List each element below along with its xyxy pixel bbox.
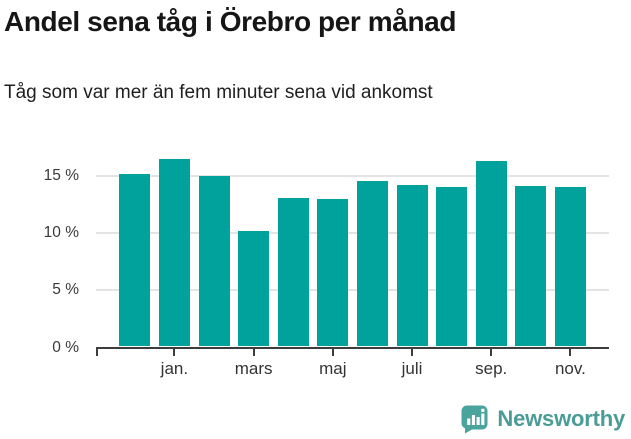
- bar-feb.: [198, 176, 230, 347]
- x-axis-tick-label: mars: [234, 358, 273, 378]
- bar-dec.: [119, 173, 151, 347]
- x-axis-tick-label: maj: [319, 358, 347, 378]
- bar-okt.: [515, 186, 547, 347]
- x-axis-tick-label: nov.: [554, 358, 586, 378]
- bar-nov.: [554, 187, 586, 347]
- bar-juni: [356, 180, 388, 347]
- x-axis-start-tick: [96, 349, 98, 356]
- chart-subtitle: Tåg som var mer än fem minuter sena vid …: [4, 82, 433, 103]
- bar-jan.: [158, 158, 190, 347]
- y-axis-tick-label: 10 %: [43, 224, 79, 242]
- x-axis-tick-sep: [490, 349, 493, 356]
- bar-apr.: [277, 197, 309, 347]
- y-axis-tick-label: 15 %: [43, 166, 79, 184]
- chart-title: Andel sena tåg i Örebro per månad: [4, 6, 457, 37]
- bar-aug.: [436, 187, 468, 347]
- x-axis-tick-label: sep.: [475, 358, 508, 378]
- x-axis-tick-nov: [569, 349, 572, 356]
- x-axis-tick-label: jan.: [160, 358, 189, 378]
- newsworthy-logo: Newsworthy: [459, 403, 625, 434]
- gridline-15: [96, 174, 609, 177]
- y-axis-tick-label: 5 %: [52, 281, 79, 299]
- newsworthy-logo-icon: [459, 403, 490, 434]
- bar-maj: [317, 198, 349, 347]
- gridline-5: [96, 289, 609, 292]
- newsworthy-brand-name: Newsworthy: [497, 405, 625, 431]
- x-axis-tick-jan: [173, 349, 176, 356]
- bar-juli: [396, 185, 428, 347]
- bar-sep.: [475, 161, 507, 347]
- bar-mars: [238, 230, 270, 347]
- x-axis-tick-juli: [411, 349, 413, 356]
- y-axis-tick-label: 0 %: [52, 338, 79, 356]
- gridline-10: [96, 232, 609, 235]
- x-axis-line: [96, 346, 609, 349]
- x-axis-tick-label: juli: [401, 358, 423, 378]
- x-axis-tick-mars: [252, 349, 255, 356]
- x-axis-tick-maj: [331, 349, 334, 356]
